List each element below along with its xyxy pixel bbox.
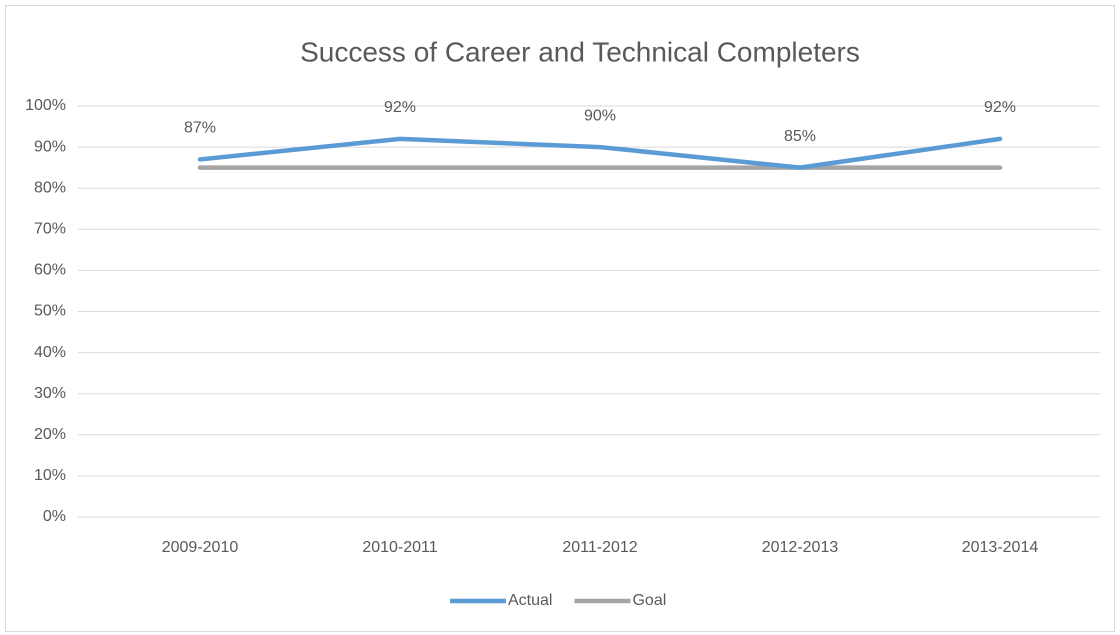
data-label: 90% — [584, 107, 616, 124]
data-label: 87% — [184, 120, 216, 137]
chart-title: Success of Career and Technical Complete… — [300, 36, 860, 67]
y-tick-label: 100% — [25, 97, 66, 114]
data-label: 85% — [784, 128, 816, 145]
y-tick-label: 0% — [43, 508, 66, 525]
y-tick-label: 90% — [34, 138, 66, 155]
x-tick-label: 2013-2014 — [962, 539, 1039, 556]
legend-label: Actual — [508, 592, 552, 609]
y-tick-label: 60% — [34, 262, 66, 279]
y-tick-label: 10% — [34, 467, 66, 484]
x-tick-label: 2011-2012 — [562, 539, 637, 556]
chart-border — [5, 5, 1115, 632]
x-tick-label: 2010-2011 — [362, 539, 437, 556]
x-tick-label: 2012-2013 — [762, 539, 839, 556]
y-tick-label: 80% — [34, 179, 66, 196]
series-line — [197, 136, 1003, 170]
x-tick-label: 2009-2010 — [162, 539, 239, 556]
data-label: 92% — [384, 99, 416, 116]
y-tick-label: 70% — [34, 221, 66, 238]
y-tick-label: 50% — [34, 303, 66, 320]
data-label: 92% — [984, 99, 1016, 116]
y-tick-label: 30% — [34, 385, 66, 402]
y-tick-label: 20% — [34, 426, 66, 443]
legend-label: Goal — [632, 592, 666, 609]
y-tick-label: 40% — [34, 344, 66, 361]
